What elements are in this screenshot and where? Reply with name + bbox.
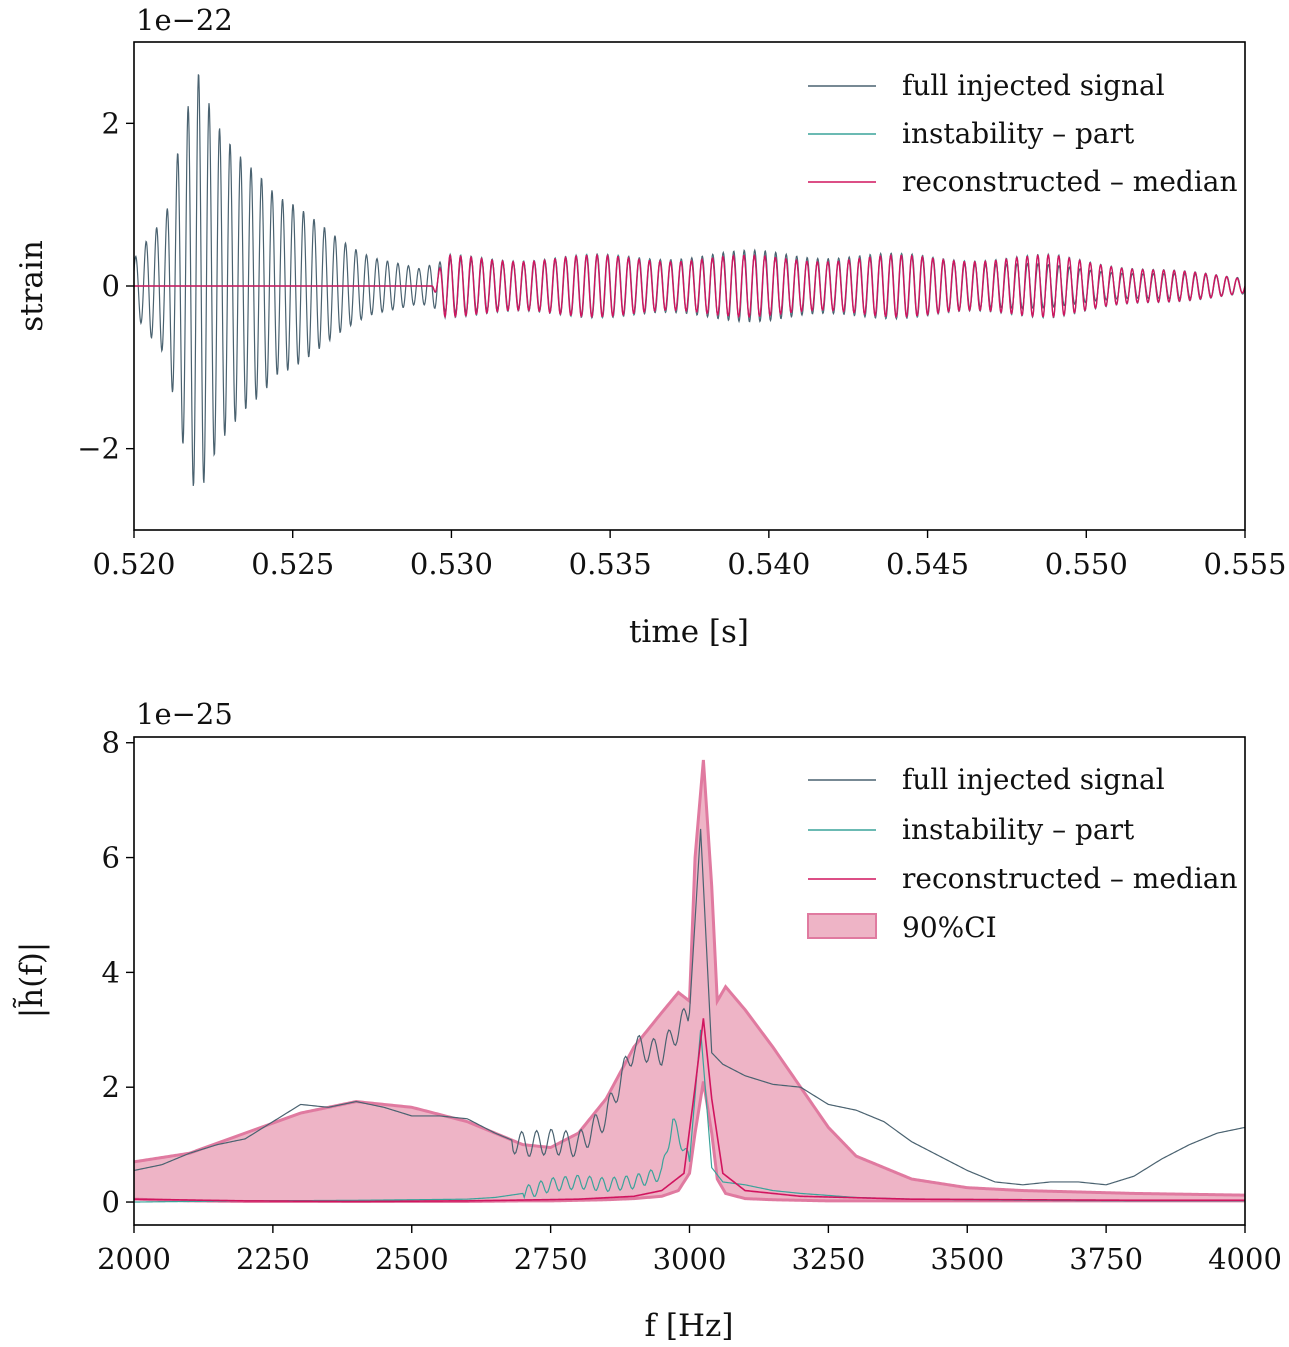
spectrum-y-ticks: 0 2 4 6 8 <box>102 726 134 1219</box>
strain-x-tick-label: 0.545 <box>886 547 969 581</box>
strain-x-tick-label: 0.520 <box>92 547 175 581</box>
spectrum-panel: 1e−25 2000 2250 2500 2750 3000 3250 3500 3750 40… <box>12 697 1282 1344</box>
spectrum-x-tick-label: 3000 <box>653 1242 727 1276</box>
spectrum-x-tick-label: 4000 <box>1208 1242 1282 1276</box>
spectrum-x-tick-label: 2750 <box>514 1242 588 1276</box>
spectrum-series-group <box>134 759 1245 1203</box>
spectrum-legend-label-full: full injected signal <box>902 763 1165 796</box>
spectrum-x-tick-label: 3500 <box>930 1242 1004 1276</box>
spectrum-legend: full injected signal instability – part … <box>807 763 1238 944</box>
spectrum-y-tick-label: 2 <box>102 1070 120 1104</box>
spectrum-ci-upper-edge <box>134 759 1245 1197</box>
spectrum-x-ticks: 2000 2250 2500 2750 3000 3250 3500 3750 4000 <box>97 1225 1282 1276</box>
strain-y-tick-label: −2 <box>77 432 120 466</box>
strain-legend-label-full: full injected signal <box>902 69 1165 102</box>
strain-x-axis-label: time [s] <box>629 614 749 650</box>
spectrum-line-full-injected <box>134 828 1245 1186</box>
spectrum-y-tick-label: 6 <box>102 841 120 875</box>
spectrum-x-tick-label: 2250 <box>236 1242 310 1276</box>
strain-x-tick-label: 0.525 <box>251 547 334 581</box>
spectrum-line-reconstructed <box>134 1018 1245 1203</box>
spectrum-legend-label-reconstructed: reconstructed – median <box>902 862 1238 895</box>
spectrum-legend-swatch-ci <box>807 913 877 939</box>
strain-series-group <box>134 74 1245 486</box>
strain-x-tick-label: 0.540 <box>727 547 810 581</box>
spectrum-y-tick-label: 8 <box>102 726 120 760</box>
strain-legend: full injected signal instability – part … <box>808 69 1238 198</box>
spectrum-legend-label-instability: instability – part <box>902 813 1135 846</box>
spectrum-offset-text: 1e−25 <box>136 697 233 731</box>
strain-offset-text: 1e−22 <box>136 3 233 37</box>
spectrum-ci-band <box>134 759 1245 1202</box>
spectrum-x-tick-label: 3750 <box>1069 1242 1143 1276</box>
strain-panel: 1e−22 0.520 0.525 0.530 0.535 0.540 0.545 0.55… <box>14 3 1287 650</box>
strain-y-tick-label: 2 <box>102 106 120 140</box>
strain-x-tick-label: 0.550 <box>1045 547 1128 581</box>
strain-x-tick-label: 0.555 <box>1203 547 1286 581</box>
spectrum-legend-label-ci: 90%CI <box>902 911 997 944</box>
strain-y-axis-label: strain <box>14 240 50 332</box>
strain-x-tick-label: 0.530 <box>410 547 493 581</box>
strain-legend-label-reconstructed: reconstructed – median <box>902 165 1238 198</box>
strain-line-reconstructed <box>134 253 1245 320</box>
spectrum-y-tick-label: 4 <box>102 955 120 989</box>
spectrum-y-tick-label: 0 <box>102 1185 120 1219</box>
spectrum-y-axis-label: |h̃(f)| <box>12 942 50 1019</box>
spectrum-x-tick-label: 2500 <box>375 1242 449 1276</box>
strain-y-tick-label: 0 <box>102 269 120 303</box>
spectrum-x-axis-label: f [Hz] <box>645 1308 734 1344</box>
strain-y-ticks: −2 0 2 <box>77 106 134 466</box>
spectrum-x-tick-label: 3250 <box>791 1242 865 1276</box>
spectrum-x-tick-label: 2000 <box>97 1242 171 1276</box>
strain-x-ticks: 0.520 0.525 0.530 0.535 0.540 0.545 0.550 0.555 <box>92 530 1287 581</box>
strain-x-tick-label: 0.535 <box>569 547 652 581</box>
strain-legend-label-instability: instability – part <box>902 117 1135 150</box>
